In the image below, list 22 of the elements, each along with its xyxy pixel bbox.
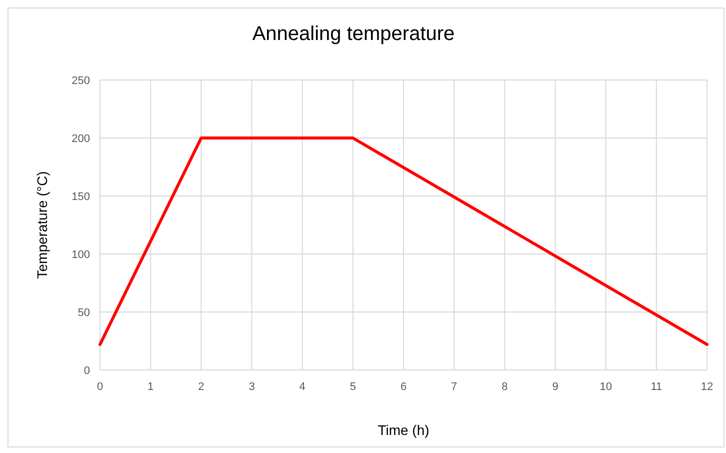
x-tick-label: 1 (148, 381, 154, 393)
x-tick-label: 6 (400, 381, 407, 393)
y-tick-label: 200 (72, 132, 90, 145)
x-tick-label: 12 (700, 381, 714, 393)
x-tick-label: 2 (198, 381, 204, 393)
y-axis-title: Temperature (°C) (34, 171, 50, 279)
x-tick-label: 8 (502, 381, 508, 393)
x-tick-label: 7 (451, 381, 458, 393)
y-tick-label: 250 (72, 74, 90, 87)
x-axis-title: Time (h) (378, 422, 430, 438)
y-tick-label: 0 (84, 364, 90, 377)
x-tick-label: 3 (248, 381, 255, 393)
y-tick-label: 150 (72, 190, 90, 203)
x-tick-label: 0 (96, 381, 104, 393)
x-tick-label: 5 (350, 381, 356, 393)
x-tick-label: 11 (650, 381, 662, 393)
x-tick-label: 10 (600, 381, 612, 393)
x-tick-label: 9 (552, 381, 558, 393)
chart-title: Annealing temperature (252, 23, 455, 45)
x-tick-label: 4 (299, 381, 306, 393)
y-tick-label: 100 (72, 248, 90, 261)
y-tick-label: 50 (78, 306, 90, 319)
